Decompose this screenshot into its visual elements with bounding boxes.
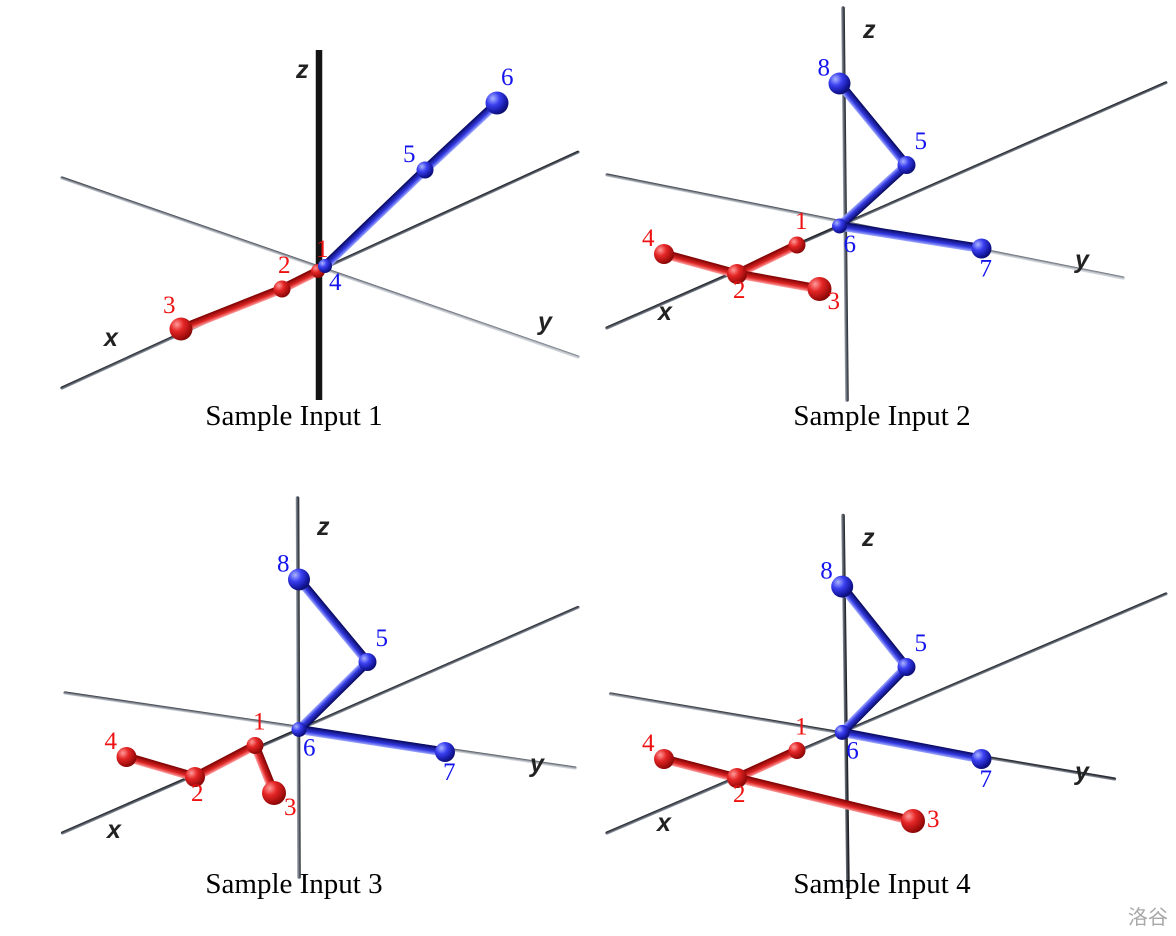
- svg-text:z: z: [316, 513, 330, 541]
- svg-text:5: 5: [376, 625, 389, 652]
- svg-text:y: y: [528, 750, 545, 778]
- svg-text:x: x: [656, 298, 673, 326]
- svg-text:x: x: [105, 816, 122, 844]
- svg-text:y: y: [1073, 246, 1090, 274]
- svg-text:3: 3: [284, 794, 297, 821]
- svg-text:7: 7: [980, 766, 993, 793]
- svg-text:1: 1: [253, 709, 266, 736]
- svg-text:3: 3: [828, 288, 841, 315]
- svg-text:1: 1: [316, 236, 329, 263]
- svg-text:1: 1: [795, 714, 808, 741]
- svg-text:4: 4: [105, 728, 118, 755]
- svg-text:6: 6: [846, 737, 859, 764]
- svg-text:6: 6: [844, 231, 857, 258]
- svg-text:4: 4: [642, 225, 655, 252]
- svg-text:5: 5: [915, 630, 928, 657]
- svg-text:z: z: [861, 524, 875, 552]
- svg-text:5: 5: [915, 128, 928, 155]
- svg-text:x: x: [655, 809, 672, 837]
- svg-text:y: y: [1073, 758, 1090, 786]
- svg-text:y: y: [536, 308, 553, 336]
- svg-text:2: 2: [191, 780, 204, 807]
- svg-text:5: 5: [403, 141, 416, 168]
- svg-text:z: z: [862, 16, 876, 44]
- svg-text:6: 6: [501, 64, 514, 91]
- svg-text:6: 6: [303, 735, 316, 762]
- svg-text:8: 8: [820, 558, 833, 585]
- svg-text:2: 2: [733, 277, 746, 304]
- svg-text:7: 7: [980, 256, 993, 283]
- svg-text:1: 1: [795, 208, 808, 235]
- svg-text:8: 8: [818, 55, 831, 82]
- svg-text:3: 3: [927, 806, 940, 833]
- svg-text:4: 4: [329, 269, 342, 296]
- svg-text:2: 2: [278, 252, 291, 279]
- svg-text:8: 8: [277, 551, 290, 578]
- svg-text:x: x: [102, 324, 119, 352]
- svg-text:2: 2: [733, 781, 746, 808]
- svg-text:7: 7: [443, 759, 456, 786]
- svg-text:3: 3: [163, 292, 176, 319]
- svg-text:4: 4: [642, 730, 655, 757]
- svg-text:z: z: [295, 56, 309, 84]
